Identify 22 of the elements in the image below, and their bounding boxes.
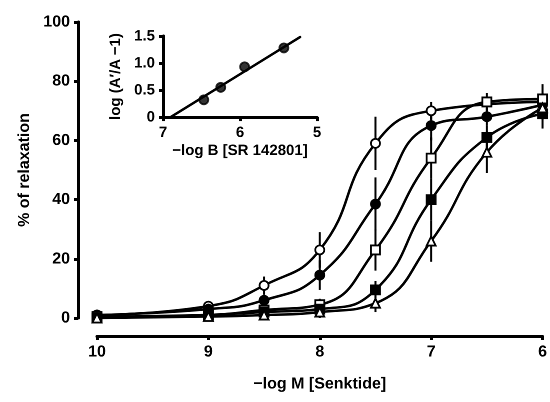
x-axis-title: −log B [SR 142801] <box>172 142 308 160</box>
y-tick-label: 0 <box>146 108 155 126</box>
x-tick-label: 7 <box>426 344 436 360</box>
y-tick-label: 40 <box>52 191 70 208</box>
x-tick-label: 8 <box>315 344 324 360</box>
x-tick-label: 7 <box>158 124 168 142</box>
x-tick-label: 6 <box>538 344 548 360</box>
x-tick-label: 6 <box>236 124 244 142</box>
y-tick-label: 1.5 <box>134 28 155 44</box>
x-tick-label: 10 <box>88 344 106 360</box>
x-axis-title: −log M [Senktide] <box>253 376 386 392</box>
y-tick-label: 1.0 <box>134 54 155 72</box>
y-axis-title: log (A′/A −1) <box>107 33 124 120</box>
x-tick-label: 9 <box>204 344 213 360</box>
x-tick-label: 5 <box>312 124 322 142</box>
y-tick-label: 0 <box>61 310 70 326</box>
y-tick-label: 100 <box>43 14 70 30</box>
y-tick-label: 0.5 <box>134 82 155 99</box>
y-tick-label: 60 <box>52 132 70 149</box>
y-tick-label: 80 <box>52 72 70 90</box>
y-axis-title: % of relaxation <box>16 113 33 227</box>
y-tick-label: 20 <box>52 250 70 268</box>
